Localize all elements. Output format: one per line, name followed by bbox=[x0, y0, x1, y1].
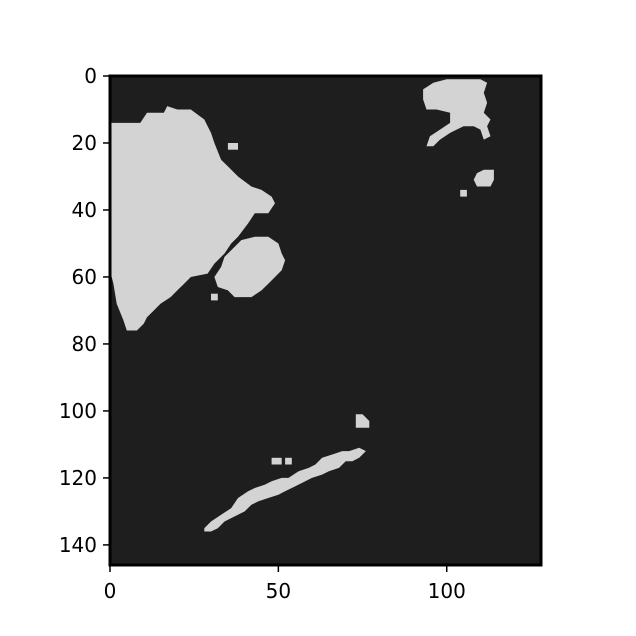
x-tick-label: 0 bbox=[104, 579, 117, 603]
x-axis: 0 50 100 bbox=[104, 565, 466, 603]
y-tick-label: 100 bbox=[59, 399, 97, 423]
y-axis: 0 20 40 60 80 100 120 140 bbox=[59, 64, 110, 557]
y-tick-label: 120 bbox=[59, 466, 97, 490]
islet-small-west bbox=[211, 293, 218, 301]
northeast-island bbox=[423, 79, 491, 147]
y-tick-label: 20 bbox=[72, 131, 97, 155]
small-islet-east bbox=[460, 189, 467, 197]
y-tick-label: 140 bbox=[59, 533, 97, 557]
x-tick-label: 50 bbox=[266, 579, 291, 603]
land-shapes bbox=[110, 79, 494, 532]
plot-area bbox=[108, 74, 543, 567]
y-tick-label: 40 bbox=[72, 198, 97, 222]
y-tick-label: 0 bbox=[84, 64, 97, 88]
southern-islet-a bbox=[271, 457, 282, 465]
plot-frame bbox=[108, 74, 543, 567]
x-tick-label: 100 bbox=[428, 579, 466, 603]
southern-chain bbox=[204, 447, 366, 532]
peninsula bbox=[214, 236, 286, 298]
y-tick-label: 60 bbox=[72, 265, 97, 289]
southern-islet-b bbox=[285, 457, 292, 465]
islet-near-mainland bbox=[227, 143, 238, 150]
southern-islet-top bbox=[355, 414, 370, 428]
y-tick-label: 80 bbox=[72, 332, 97, 356]
east-islet bbox=[473, 169, 494, 187]
large-landmass bbox=[110, 106, 275, 331]
